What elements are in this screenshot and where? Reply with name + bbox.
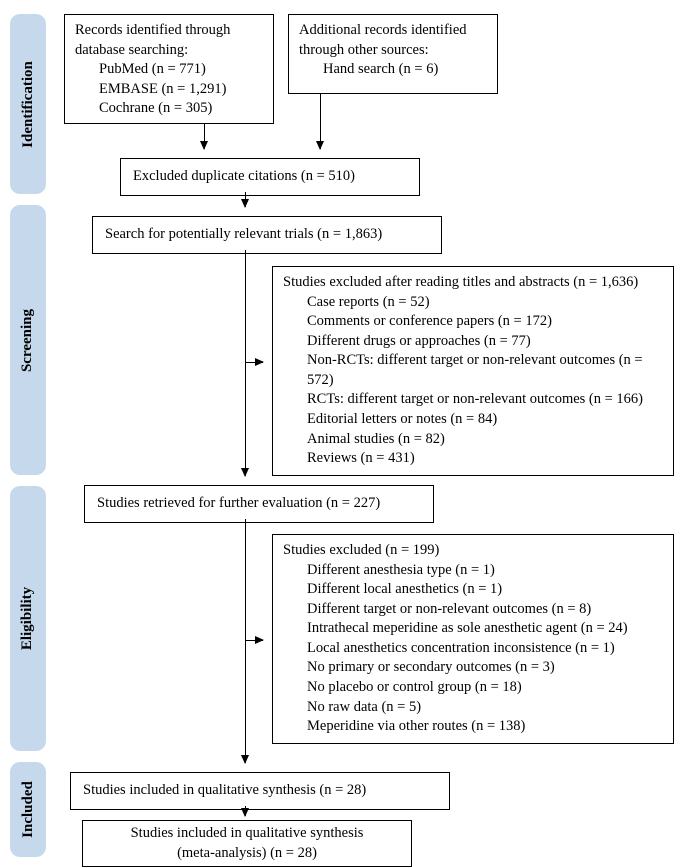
excluded-titles-7: Reviews (n = 431) bbox=[283, 449, 663, 469]
arrow bbox=[204, 124, 205, 149]
box-excluded-elig: Studies excluded (n = 199) Different ane… bbox=[272, 534, 674, 744]
records-db-item-1: EMBASE (n = 1,291) bbox=[75, 80, 263, 100]
stage-screening-text: Screening bbox=[20, 308, 37, 371]
excluded-titles-1: Comments or conference papers (n = 172) bbox=[283, 312, 663, 332]
excluded-titles-2: Different drugs or approaches (n = 77) bbox=[283, 332, 663, 352]
stage-identification-text: Identification bbox=[20, 61, 37, 148]
meta-l2: (meta-analysis) (n = 28) bbox=[93, 844, 401, 864]
arrow bbox=[245, 362, 263, 363]
excluded-titles-title: Studies excluded after reading titles an… bbox=[283, 273, 663, 293]
records-db-item-0: PubMed (n = 771) bbox=[75, 60, 263, 80]
box-meta: Studies included in qualitative synthesi… bbox=[82, 820, 412, 867]
excluded-elig-4: Local anesthetics concentration inconsis… bbox=[283, 639, 663, 659]
arrow bbox=[245, 640, 263, 641]
stage-screening: Screening bbox=[10, 205, 46, 475]
arrow bbox=[245, 753, 246, 763]
excluded-elig-8: Meperidine via other routes (n = 138) bbox=[283, 717, 663, 737]
stage-included-text: Included bbox=[20, 781, 37, 838]
meta-l1: Studies included in qualitative synthesi… bbox=[93, 824, 401, 844]
excluded-elig-0: Different anesthesia type (n = 1) bbox=[283, 561, 663, 581]
excluded-elig-2: Different target or non-relevant outcome… bbox=[283, 600, 663, 620]
excluded-titles-5: Editorial letters or notes (n = 84) bbox=[283, 410, 663, 430]
flow-line bbox=[245, 250, 246, 466]
box-search-relevant: Search for potentially relevant trials (… bbox=[92, 216, 442, 254]
box-excluded-dup: Excluded duplicate citations (n = 510) bbox=[120, 158, 420, 196]
excluded-titles-3: Non-RCTs: different target or non-releva… bbox=[283, 351, 663, 390]
box-retrieved: Studies retrieved for further evaluation… bbox=[84, 485, 434, 523]
excluded-titles-0: Case reports (n = 52) bbox=[283, 293, 663, 313]
stage-included: Included bbox=[10, 762, 46, 857]
qual-synth-text: Studies included in qualitative synthesi… bbox=[83, 782, 366, 798]
records-other-item-0: Hand search (n = 6) bbox=[299, 60, 487, 80]
records-other-title: Additional records identified through ot… bbox=[299, 21, 487, 60]
box-records-other: Additional records identified through ot… bbox=[288, 14, 498, 94]
retrieved-text: Studies retrieved for further evaluation… bbox=[97, 495, 380, 511]
excluded-dup-text: Excluded duplicate citations (n = 510) bbox=[133, 168, 355, 184]
arrow bbox=[320, 94, 321, 149]
excluded-elig-title: Studies excluded (n = 199) bbox=[283, 541, 663, 561]
records-db-title: Records identified through database sear… bbox=[75, 21, 263, 60]
box-qual-synth: Studies included in qualitative synthesi… bbox=[70, 772, 450, 810]
box-records-db: Records identified through database sear… bbox=[64, 14, 274, 124]
arrow bbox=[245, 466, 246, 476]
search-relevant-text: Search for potentially relevant trials (… bbox=[105, 226, 382, 242]
records-db-item-2: Cochrane (n = 305) bbox=[75, 99, 263, 119]
excluded-titles-4: RCTs: different target or non-relevant o… bbox=[283, 390, 663, 410]
stage-eligibility-text: Eligibility bbox=[20, 587, 37, 650]
excluded-elig-5: No primary or secondary outcomes (n = 3) bbox=[283, 658, 663, 678]
box-excluded-titles: Studies excluded after reading titles an… bbox=[272, 266, 674, 476]
stage-eligibility: Eligibility bbox=[10, 486, 46, 751]
flow-line bbox=[245, 519, 246, 753]
excluded-elig-3: Intrathecal meperidine as sole anestheti… bbox=[283, 619, 663, 639]
stage-identification: Identification bbox=[10, 14, 46, 194]
arrow bbox=[245, 192, 246, 207]
excluded-elig-6: No placebo or control group (n = 18) bbox=[283, 678, 663, 698]
excluded-titles-6: Animal studies (n = 82) bbox=[283, 430, 663, 450]
excluded-elig-1: Different local anesthetics (n = 1) bbox=[283, 580, 663, 600]
excluded-elig-7: No raw data (n = 5) bbox=[283, 698, 663, 718]
arrow bbox=[245, 806, 246, 816]
